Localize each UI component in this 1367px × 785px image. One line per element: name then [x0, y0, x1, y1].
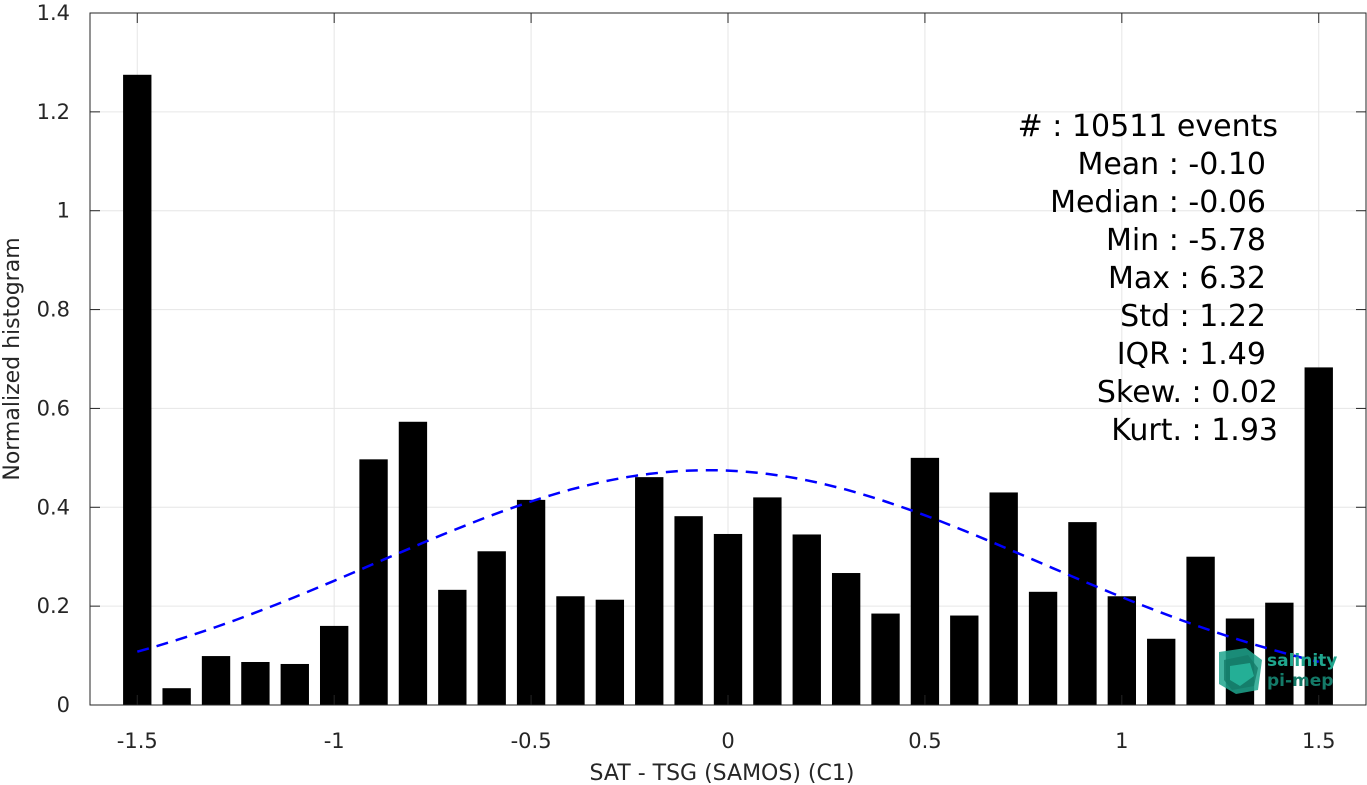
- histogram-bar: [1147, 638, 1176, 705]
- stat-line: Max : 6.32: [1108, 261, 1266, 296]
- histogram-bar: [753, 497, 782, 705]
- histogram-bar: [398, 421, 428, 705]
- x-tick-label: 1: [1115, 729, 1128, 753]
- histogram-bar: [1107, 596, 1137, 705]
- histogram-bar: [556, 596, 585, 705]
- y-tick-label: 0: [57, 693, 70, 717]
- salinity-pimep-logo: salinity pi-mep: [1219, 648, 1337, 694]
- logo-line-1: salinity: [1267, 651, 1337, 671]
- stat-line: Mean : -0.10: [1077, 147, 1266, 182]
- histogram-bar: [1186, 556, 1215, 705]
- x-tick-label: 0: [721, 729, 734, 753]
- stat-line: IQR : 1.49: [1117, 337, 1266, 372]
- y-axis-label: Normalized histogram: [0, 237, 25, 480]
- histogram-bar: [516, 499, 546, 705]
- stat-line: Min : -5.78: [1106, 223, 1266, 258]
- stat-line: Std : 1.22: [1120, 299, 1266, 334]
- histogram-bar: [201, 656, 231, 705]
- logo-mark-icon: [1219, 648, 1262, 694]
- y-tick-label: 1: [57, 199, 70, 223]
- histogram-bar: [910, 457, 940, 705]
- histogram-bar: [438, 589, 467, 705]
- tick-marks: [90, 12, 1366, 706]
- y-tick-label: 1.4: [37, 1, 70, 25]
- histogram-bar: [713, 533, 743, 705]
- histogram-bar: [477, 551, 506, 705]
- histogram-bar: [989, 492, 1018, 705]
- histogram-bar: [635, 477, 664, 705]
- normal-fit-curve: [136, 468, 1319, 664]
- x-tick-label: -1.5: [117, 729, 158, 753]
- x-axis-label: SAT - TSG (SAMOS) (C1): [590, 761, 855, 785]
- histogram-bar: [831, 573, 861, 705]
- x-tick-label: -0.5: [511, 729, 552, 753]
- histogram-bar: [792, 534, 821, 705]
- histogram-bar: [595, 599, 625, 705]
- x-tick-labels: -1.5 -1 -0.5 0 0.5 1 1.5: [117, 729, 1336, 753]
- y-tick-label: 0.4: [37, 495, 70, 519]
- histogram-bar: [1265, 602, 1294, 705]
- y-tick-label: 0.6: [37, 396, 70, 420]
- logo-line-2: pi-mep: [1267, 671, 1333, 691]
- histogram-bar: [871, 613, 900, 705]
- histogram-bar: [1068, 522, 1097, 705]
- histogram-bar: [241, 661, 270, 705]
- histogram-bar: [1304, 367, 1333, 705]
- histogram-bar: [280, 663, 309, 705]
- y-tick-label: 0.8: [37, 298, 70, 322]
- histogram-bar: [674, 516, 703, 705]
- histogram-bar: [319, 625, 349, 705]
- histogram-bar: [162, 688, 191, 705]
- histogram-bar: [359, 459, 388, 705]
- histogram-bar: [950, 615, 979, 705]
- stat-line: Kurt. : 1.93: [1111, 413, 1278, 448]
- y-tick-label: 1.2: [37, 100, 70, 124]
- x-tick-label: 0.5: [908, 729, 941, 753]
- y-tick-labels: 0 0.2 0.4 0.6 0.8 1 1.2 1.4: [37, 1, 70, 717]
- histogram-bar: [123, 74, 152, 706]
- y-tick-label: 0.2: [37, 594, 70, 618]
- x-tick-label: 1.5: [1302, 729, 1335, 753]
- stat-line: Median : -0.06: [1050, 185, 1266, 220]
- x-tick-label: -1: [324, 729, 345, 753]
- stat-line: Skew. : 0.02: [1097, 375, 1278, 410]
- histogram-bar: [1028, 591, 1058, 705]
- stat-line: # : 10511 events: [1018, 109, 1278, 144]
